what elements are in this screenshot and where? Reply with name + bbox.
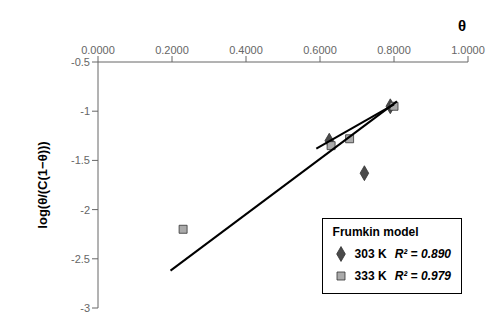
svg-text:-2.5: -2.5 — [71, 253, 90, 265]
svg-text:0.2000: 0.2000 — [155, 44, 189, 56]
svg-text:0.4000: 0.4000 — [229, 44, 263, 56]
html-text:R² = 0.890: R² = 0.890 — [394, 247, 451, 261]
svg-text:0.6000: 0.6000 — [303, 44, 337, 56]
html-text:303 K: 303 K — [354, 247, 387, 261]
svg-text:-0.5: -0.5 — [71, 56, 90, 68]
svg-text:0.8000: 0.8000 — [377, 44, 411, 56]
html-text:Frumkin model: Frumkin model — [332, 225, 419, 239]
svg-text:θ: θ — [458, 17, 466, 34]
html-text:R² = 0.979: R² = 0.979 — [394, 269, 451, 283]
svg-text:1.0000: 1.0000 — [451, 44, 485, 56]
svg-text:-1.5: -1.5 — [71, 154, 90, 166]
svg-text:log(θ/(C(1−θ))): log(θ/(C(1−θ))) — [35, 141, 50, 228]
svg-text:-1: -1 — [80, 105, 90, 117]
html-text:333 K: 333 K — [354, 269, 387, 283]
svg-text:0.0000: 0.0000 — [81, 44, 115, 56]
svg-text:-3: -3 — [80, 302, 90, 314]
svg-text:-2: -2 — [80, 204, 90, 216]
